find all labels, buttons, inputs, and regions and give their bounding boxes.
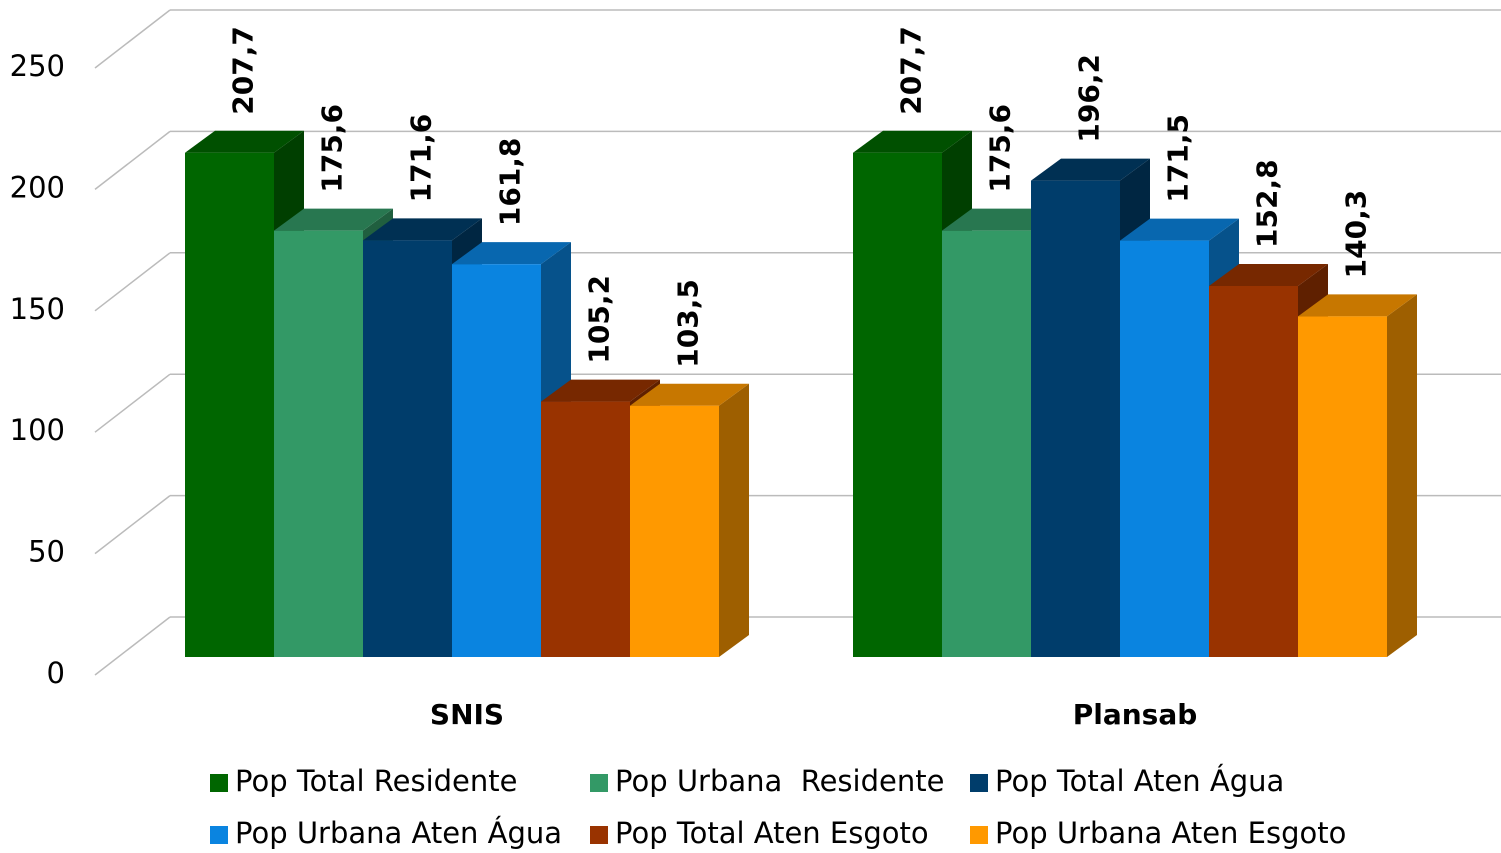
bar <box>942 230 1031 658</box>
y-tick-label: 0 <box>47 656 65 690</box>
bar <box>1298 316 1387 657</box>
legend-label: Pop Urbana Aten Esgoto <box>995 816 1346 850</box>
y-tick-label: 50 <box>28 535 65 569</box>
value-label: 196,2 <box>1073 54 1106 143</box>
bar-top <box>853 130 972 153</box>
value-label: 207,7 <box>895 26 928 115</box>
grid-line-depth <box>94 616 171 676</box>
bar-top <box>185 130 304 153</box>
bar-top <box>1209 264 1328 287</box>
bar <box>185 152 274 657</box>
x-tick-label: SNIS <box>430 698 504 731</box>
bar-top <box>452 242 571 265</box>
y-tick-label: 150 <box>10 292 65 326</box>
x-tick-label: Plansab <box>1073 698 1198 731</box>
bar <box>630 405 719 657</box>
value-label: 171,5 <box>1162 114 1195 203</box>
bar-top <box>1298 294 1417 317</box>
bar <box>853 152 942 657</box>
y-tick-label: 250 <box>10 49 65 83</box>
grid-line-depth <box>94 373 171 433</box>
value-label: 161,8 <box>494 138 527 227</box>
bar-side <box>719 383 749 657</box>
legend-swatch <box>210 826 228 844</box>
value-label: 103,5 <box>672 279 705 368</box>
bar <box>363 240 452 657</box>
bar <box>452 264 541 657</box>
value-label: 152,8 <box>1251 159 1284 248</box>
value-label: 175,6 <box>984 104 1017 193</box>
y-tick-label: 200 <box>10 170 65 204</box>
value-label: 140,3 <box>1340 190 1373 279</box>
bar <box>1209 286 1298 657</box>
bar-top <box>274 208 393 231</box>
grid-line-depth <box>94 130 171 190</box>
bar <box>1120 240 1209 657</box>
value-label: 171,6 <box>405 114 438 203</box>
y-tick-label: 100 <box>10 413 65 447</box>
legend-label: Pop Urbana Residente <box>615 764 944 798</box>
bar-top <box>1031 158 1150 181</box>
legend-swatch <box>590 826 608 844</box>
bar-top <box>541 379 660 402</box>
bar-top <box>363 218 482 241</box>
legend-swatch <box>210 774 228 792</box>
legend-swatch <box>590 774 608 792</box>
legend-swatch <box>970 826 988 844</box>
legend-label: Pop Total Aten Água <box>995 764 1284 798</box>
bar <box>274 230 363 658</box>
bar <box>541 401 630 657</box>
grid-line-depth <box>94 9 171 69</box>
grid-line-depth <box>94 495 171 555</box>
legend-label: Pop Urbana Aten Água <box>235 816 562 850</box>
value-label: 175,6 <box>316 104 349 193</box>
legend-label: Pop Total Aten Esgoto <box>615 816 929 850</box>
value-label: 207,7 <box>227 26 260 115</box>
legend-label: Pop Total Residente <box>235 764 517 798</box>
bar-top <box>630 383 749 406</box>
value-label: 105,2 <box>583 275 616 364</box>
bar <box>1031 180 1120 657</box>
grid-line-depth <box>94 252 171 312</box>
bar-top <box>1120 218 1239 241</box>
legend-swatch <box>970 774 988 792</box>
bar-side <box>1387 294 1417 657</box>
